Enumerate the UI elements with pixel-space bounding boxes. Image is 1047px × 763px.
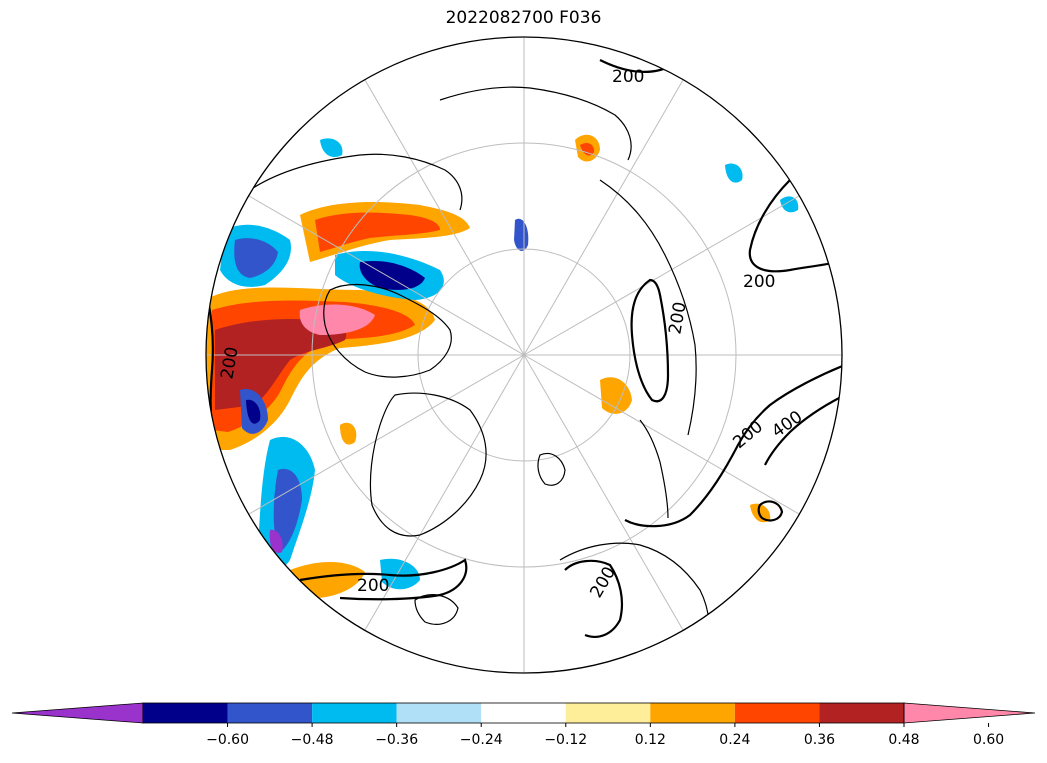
colorbar-extend-low xyxy=(11,702,144,724)
colorbar-segment xyxy=(143,703,228,723)
novaya-zemlya-coast xyxy=(639,419,669,519)
map-boundary xyxy=(205,36,843,674)
negative-anomaly-south-west-core xyxy=(273,468,302,552)
contour-line-southwest xyxy=(299,558,468,601)
contour-label: 200 xyxy=(743,272,775,292)
colorbar-tick-label: −0.24 xyxy=(460,732,503,748)
greenland-coast xyxy=(369,392,487,537)
upper-positive-band-core xyxy=(315,212,440,252)
colorbar-segment xyxy=(312,703,397,723)
colorbar-ticks: −0.60 −0.48 −0.36 −0.24 −0.12 0.12 0.24 0.36 0.4… xyxy=(206,723,1004,748)
colorbar-segment xyxy=(481,703,566,723)
polar-map: 200 200 200 200 400 200 200 200 xyxy=(205,36,843,674)
colorbar: −0.60 −0.48 −0.36 −0.24 −0.12 0.12 0.24 0.36 0.4… xyxy=(11,702,1036,748)
contour-line-southeast-400 xyxy=(764,394,842,466)
negative-anomaly-inner-core xyxy=(246,399,261,424)
colorbar-tick-label: 0.36 xyxy=(804,732,835,748)
contour-line-east xyxy=(748,179,842,273)
graticule xyxy=(206,37,842,673)
negative-anomaly-south xyxy=(380,558,420,590)
shaded-anomalies xyxy=(206,134,799,599)
extreme-positive-anomaly-region xyxy=(299,304,375,335)
contour-label: 200 xyxy=(612,67,644,87)
positive-patch-siberia xyxy=(600,377,632,414)
negative-anomaly-south-west-tip xyxy=(269,529,283,554)
colorbar-segment xyxy=(396,703,482,723)
colorbar-outline xyxy=(142,702,905,724)
colorbar-tick-label: −0.36 xyxy=(375,732,418,748)
colorbar-segment xyxy=(650,703,735,723)
siberia-coast xyxy=(599,179,697,436)
colorbar-tick-label: 0.60 xyxy=(973,732,1004,748)
contour-line-siberia-ring xyxy=(630,278,670,403)
colorbar-segment xyxy=(734,703,820,723)
colorbar-tick-label: 0.12 xyxy=(635,732,666,748)
colorbar-extend-high xyxy=(903,702,1036,724)
colorbar-tick-label: −0.12 xyxy=(544,732,587,748)
contour-line-southeast xyxy=(624,363,842,528)
colorbar-segments xyxy=(11,702,1036,724)
positive-patch-pacific-core xyxy=(580,142,595,156)
coastlines xyxy=(249,86,710,653)
colorbar-segment xyxy=(227,703,313,723)
negative-patch-northeast xyxy=(725,163,743,183)
colorbar-segment xyxy=(565,703,651,723)
canadian-archipelago-coast xyxy=(323,284,452,378)
colorbar-segment xyxy=(819,703,904,723)
map-title: 2022082700 F036 xyxy=(445,8,602,28)
negative-anomaly-region-west-core xyxy=(234,238,278,278)
negative-patch-east-edge xyxy=(780,196,799,213)
colorbar-tick-label: 0.48 xyxy=(888,732,919,748)
alaska-coast xyxy=(439,86,632,161)
svalbard-coast xyxy=(537,452,566,486)
colorbar-tick-label: 0.24 xyxy=(719,732,750,748)
colorbar-tick-label: −0.48 xyxy=(291,732,334,748)
contour-line-small-east xyxy=(757,500,784,522)
negative-patch-northwest xyxy=(320,138,343,158)
very-strong-positive-anomaly-region xyxy=(215,319,347,410)
colorbar-tick-label: −0.60 xyxy=(206,732,249,748)
contour-line-scandinavia xyxy=(564,559,624,638)
negative-band-upper-core xyxy=(359,260,425,290)
negative-patch-center xyxy=(514,218,529,252)
positive-patch-atlantic xyxy=(340,422,357,445)
contour-label: 200 xyxy=(357,576,389,596)
north-america-coast xyxy=(249,153,463,211)
